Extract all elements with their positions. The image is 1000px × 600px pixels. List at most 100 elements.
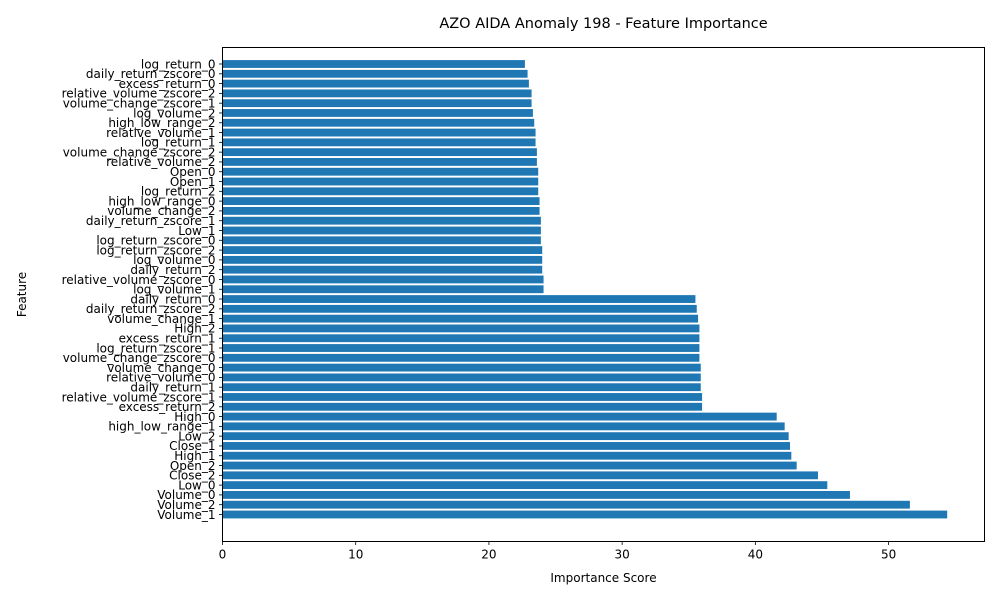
y-tick-label: volume_change_zscore_1	[63, 96, 216, 110]
bar	[222, 383, 701, 392]
y-tick-label: log_return_0	[141, 57, 216, 71]
bar	[222, 481, 828, 490]
bar	[222, 206, 540, 215]
bars-group	[222, 60, 948, 519]
y-tick-label: Volume_1	[157, 508, 215, 522]
x-tick-label: 0	[219, 548, 227, 562]
y-tick-label: High_0	[174, 410, 215, 424]
x-ticks-group: 0 10 20 30 40 50	[219, 541, 896, 562]
y-tick-label: volume_change_2	[107, 204, 215, 218]
y-tick-label: Low_2	[178, 429, 215, 443]
y-tick-label: relative_volume_zscore_2	[62, 87, 216, 101]
y-tick-label: high_low_range_1	[108, 420, 215, 434]
bar	[222, 158, 537, 166]
y-tick-label: High_1	[174, 449, 215, 463]
y-tick-label: relative_volume_2	[106, 155, 215, 169]
y-tick-label: Volume_2	[157, 498, 215, 512]
y-tick-label: High_2	[174, 322, 215, 336]
bar	[222, 304, 697, 313]
y-tick-label: volume_change_zscore_2	[63, 145, 216, 159]
bar	[222, 265, 543, 274]
bar	[222, 344, 700, 352]
y-tick-label: log_return_zscore_0	[96, 234, 215, 248]
bar	[222, 148, 537, 157]
y-tick-label: log_return_zscore_1	[96, 341, 215, 355]
bar	[222, 500, 910, 509]
x-tick-label: 10	[348, 548, 363, 562]
y-tick-label: volume_change_zscore_0	[63, 351, 216, 365]
y-tick-label: log_return_zscore_2	[96, 243, 215, 257]
y-tick-label: Low_0	[178, 478, 215, 492]
y-tick-label: volume_change_0	[107, 361, 215, 375]
bar	[222, 285, 544, 294]
y-tick-label: relative_volume_0	[106, 371, 215, 385]
bar	[222, 353, 700, 362]
x-tick-label: 40	[748, 548, 763, 562]
y-axis-label: Feature	[15, 272, 29, 317]
bar	[222, 393, 703, 401]
y-tick-label: excess_return_1	[119, 332, 216, 346]
y-tick-label: Open_2	[170, 459, 216, 473]
bar	[222, 295, 696, 303]
bar	[222, 216, 541, 225]
bar	[222, 451, 792, 460]
y-tick-label: daily_return_zscore_2	[86, 302, 216, 316]
bar	[222, 69, 528, 78]
y-tick-label: volume_change_1	[107, 312, 215, 326]
bar	[222, 275, 544, 284]
bar	[222, 99, 532, 108]
bar	[222, 118, 535, 127]
bar	[222, 373, 701, 382]
x-tick-label: 20	[481, 548, 496, 562]
bar	[222, 236, 541, 245]
bar	[222, 402, 703, 411]
y-tick-label: excess_return_0	[119, 77, 216, 91]
bar	[222, 334, 700, 343]
bar	[222, 79, 529, 88]
x-tick-label: 50	[881, 548, 896, 562]
chart-title: AZO AIDA Anomaly 198 - Feature Importanc…	[439, 16, 767, 32]
y-tick-label: log_volume_2	[133, 106, 215, 120]
y-tick-label: daily_return_0	[130, 292, 215, 306]
y-tick-label: log_volume_0	[133, 253, 215, 267]
bar	[222, 471, 818, 480]
bar	[222, 246, 543, 254]
y-tick-label: log_volume_1	[133, 283, 215, 297]
y-tick-label: excess_return_2	[119, 400, 216, 414]
y-tick-label: daily_return_2	[130, 263, 215, 277]
bar	[222, 461, 797, 470]
bar	[222, 60, 525, 68]
y-tick-label: Open_0	[170, 165, 216, 179]
y-tick-label: daily_return_zscore_0	[86, 67, 216, 81]
y-tick-label: log_return_1	[141, 136, 216, 150]
bar	[222, 187, 539, 196]
x-axis-label: Importance Score	[550, 571, 656, 585]
y-ticks-group: log_return_0daily_return_zscore_0excess_…	[62, 57, 223, 522]
y-tick-label: Low_1	[178, 224, 215, 238]
bar	[222, 314, 699, 323]
y-tick-label: daily_return_zscore_1	[86, 214, 216, 228]
bar	[222, 324, 700, 333]
bar	[222, 89, 532, 98]
y-tick-label: log_return_2	[141, 185, 216, 199]
bar	[222, 490, 850, 499]
y-tick-label: high_low_range_2	[108, 116, 215, 130]
bar	[222, 177, 539, 186]
bar	[222, 432, 789, 441]
y-tick-label: Volume_0	[157, 488, 215, 502]
y-tick-label: Close_1	[169, 439, 215, 453]
y-tick-label: daily_return_1	[130, 380, 215, 394]
y-tick-label: high_low_range_0	[108, 194, 215, 208]
bar	[222, 363, 701, 372]
y-tick-label: Close_2	[169, 469, 215, 483]
bar	[222, 412, 777, 421]
y-tick-label: relative_volume_zscore_0	[62, 273, 216, 287]
bar	[222, 510, 948, 519]
bar	[222, 167, 539, 176]
y-tick-label: relative_volume_zscore_1	[62, 390, 216, 404]
bar	[222, 109, 533, 117]
plot-frame	[222, 47, 985, 542]
y-tick-label: relative_volume_1	[106, 126, 215, 140]
y-tick-label: Open_1	[170, 175, 216, 189]
